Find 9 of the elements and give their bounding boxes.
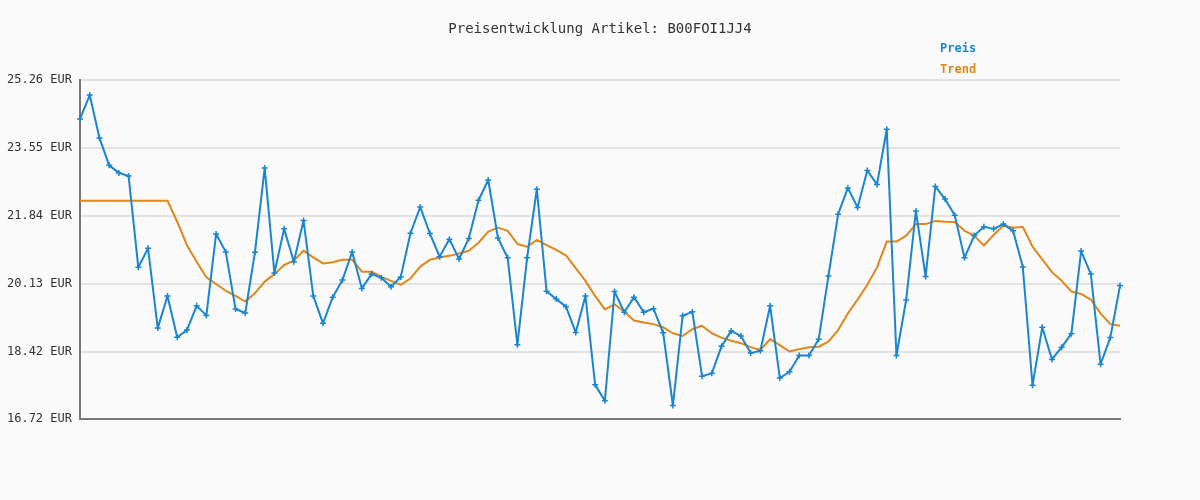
y-tick-label: 21.84 EUR: [6, 207, 73, 222]
y-tick-label: 20.13 EUR: [6, 275, 73, 290]
text: Preis: [940, 40, 977, 57]
y-tick-label: 23.55 EUR: [6, 140, 73, 154]
y-tick-label: 16.72 EUR: [6, 411, 73, 426]
y-tick-label: 25.26 EUR: [6, 72, 73, 87]
chart-title: Preisentwicklung Artikel: B00FOI1JJ4: [447, 20, 753, 36]
text: Trend: [940, 61, 977, 78]
y-tick-label: 18.42 EUR: [6, 343, 73, 358]
